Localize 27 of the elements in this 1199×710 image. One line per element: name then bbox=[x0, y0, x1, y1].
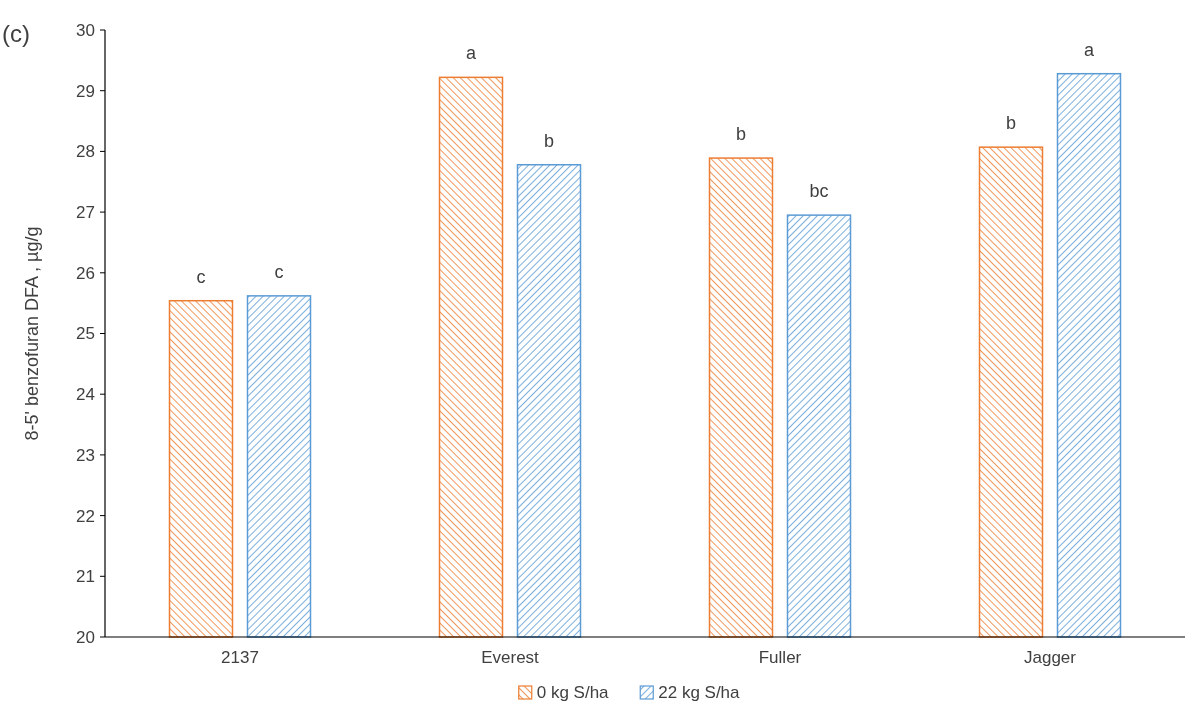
legend-label: 0 kg S/ha bbox=[536, 683, 610, 702]
y-tick-label: 21 bbox=[76, 567, 95, 587]
annotation: a bbox=[465, 43, 477, 64]
y-tick-label: 24 bbox=[76, 385, 95, 405]
annotation: c bbox=[274, 261, 284, 282]
annotation: b bbox=[1005, 113, 1017, 134]
y-tick-label: 30 bbox=[76, 20, 95, 40]
y-tick-label: 27 bbox=[76, 203, 95, 223]
annotation: c bbox=[196, 266, 206, 287]
y-tick-label: 22 bbox=[76, 506, 95, 526]
y-tick-label: 29 bbox=[76, 81, 95, 101]
annotation: b bbox=[543, 130, 555, 151]
y-axis-title: 8-5' benzofuran DFA , µg/g bbox=[22, 226, 42, 441]
y-tick-label: 26 bbox=[76, 263, 95, 283]
text: (c) bbox=[2, 20, 30, 47]
y-tick-label: 23 bbox=[76, 445, 95, 465]
y-tick-label: 28 bbox=[76, 142, 95, 162]
y-tick-label: 25 bbox=[76, 324, 95, 344]
annotation: b bbox=[735, 124, 747, 145]
x-tick-label: Jagger bbox=[1024, 648, 1077, 667]
x-tick-label: Fuller bbox=[758, 648, 802, 667]
annotation: a bbox=[1083, 39, 1095, 60]
legend-label: 22 kg S/ha bbox=[658, 683, 741, 702]
x-tick-label: 2137 bbox=[221, 648, 259, 667]
y-tick-label: 20 bbox=[76, 627, 95, 647]
annotation: bc bbox=[809, 181, 829, 202]
x-tick-label: Everest bbox=[481, 648, 540, 667]
